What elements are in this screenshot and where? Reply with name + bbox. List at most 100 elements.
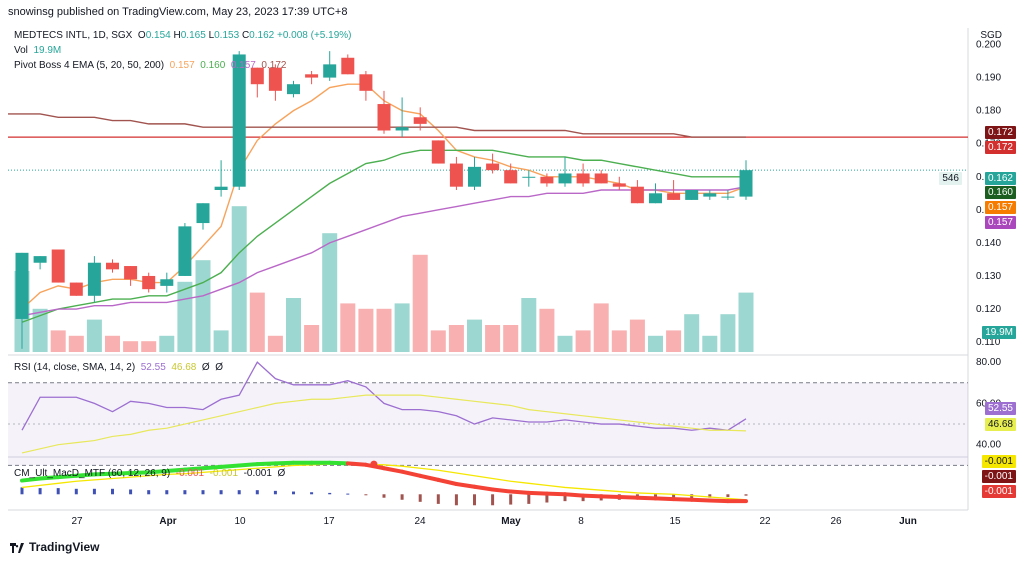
price-axis-tick: 0.190 xyxy=(976,73,1001,84)
change-value: +0.008 (+5.19%) xyxy=(276,30,352,41)
time-axis-tick: Jun xyxy=(899,516,917,527)
macd-line-segment xyxy=(454,482,477,489)
macd-line-segment xyxy=(472,484,495,492)
candle-body xyxy=(431,140,445,164)
symbol-name[interactable]: MEDTECS INTL, 1D, SGX xyxy=(14,30,133,41)
volume-bar xyxy=(177,281,193,352)
macd-tag-line: -0.001 xyxy=(981,485,1016,498)
macd-line-segment xyxy=(400,469,423,478)
rsi-label[interactable]: RSI (14, close, SMA, 14, 2) xyxy=(14,362,136,373)
high-value: 0.165 xyxy=(180,30,206,41)
price-axis-tick: 0.180 xyxy=(976,106,1001,117)
ema-label[interactable]: Pivot Boss 4 EMA (5, 20, 50, 200) xyxy=(14,60,165,71)
macd-legend: CM_Ult_MacD_MTF (60, 12, 26, 9) -0.001 -… xyxy=(14,468,285,479)
candle-body xyxy=(15,252,29,319)
candle-body xyxy=(33,256,47,263)
price-axis-tick: 0.130 xyxy=(976,271,1001,282)
volume-bar xyxy=(684,314,700,352)
macd-line-segment xyxy=(110,471,133,476)
volume-bar xyxy=(123,341,139,352)
macd-histogram-bar xyxy=(255,490,259,495)
macd-line-segment xyxy=(544,491,567,497)
macd-line-segment xyxy=(327,460,350,466)
macd-line-segment xyxy=(201,464,224,471)
macd-histogram-bar xyxy=(165,490,169,495)
candle-body xyxy=(341,57,355,75)
macd-histogram-bar xyxy=(92,488,96,495)
macd-line-segment xyxy=(219,463,242,469)
rsi-axis-tick: 80.00 xyxy=(976,357,1001,368)
macd-histogram-bar xyxy=(346,493,350,495)
volume-bar xyxy=(32,308,48,352)
macd-line-segment xyxy=(146,468,169,475)
macd-line-segment xyxy=(490,487,513,494)
macd-label[interactable]: CM_Ult_MacD_MTF (60, 12, 26, 9) xyxy=(14,468,171,479)
macd-tag-histogram: -0.001 xyxy=(981,470,1016,483)
macd-line-segment xyxy=(92,471,115,477)
volume-bar xyxy=(702,335,718,352)
macd-line-segment xyxy=(128,470,151,476)
macd-histogram-bar xyxy=(129,489,133,495)
candle-body xyxy=(51,249,65,283)
candle-body xyxy=(287,84,300,95)
rsi-sma-value: 46.68 xyxy=(171,362,197,373)
macd-line-segment xyxy=(255,461,278,467)
tradingview-logo[interactable]: TradingView xyxy=(10,540,99,554)
macd-histogram-bar xyxy=(20,487,24,495)
macd-empty: Ø xyxy=(277,468,286,479)
macd-line-segment xyxy=(182,466,205,472)
candle-body xyxy=(232,54,246,187)
volume-bar xyxy=(322,233,338,352)
rsi-legend: RSI (14, close, SMA, 14, 2) 52.55 46.68 … xyxy=(14,362,223,373)
volume-bar xyxy=(231,206,247,352)
time-axis-tick: 15 xyxy=(669,516,681,527)
volume-bar xyxy=(195,260,211,352)
open-value: 0.154 xyxy=(145,30,171,41)
volume-label[interactable]: Vol xyxy=(14,45,28,56)
macd-histogram-bar xyxy=(382,494,386,498)
time-axis-tick: 10 xyxy=(234,516,246,527)
volume-bar xyxy=(267,335,283,352)
volume-bar xyxy=(485,325,501,352)
publish-credit: snowinsg published on TradingView.com, M… xyxy=(8,6,348,18)
macd-value-2: -0.001 xyxy=(209,468,239,479)
macd-tag-signal: -0.001 xyxy=(981,455,1016,468)
volume-bar xyxy=(394,303,410,352)
macd-line-segment xyxy=(581,493,604,499)
macd-line-segment xyxy=(56,473,79,480)
macd-line-segment xyxy=(671,497,694,502)
candle-body xyxy=(504,170,518,184)
ema200-value: 0.172 xyxy=(261,60,287,71)
volume-bar xyxy=(648,335,663,352)
macd-histogram-bar xyxy=(219,490,223,495)
macd-histogram-bar xyxy=(56,488,60,495)
ema20-price-tag: 0.160 xyxy=(984,186,1016,199)
volume-bar xyxy=(68,335,84,352)
time-axis-tick: 8 xyxy=(578,516,584,527)
candle-body xyxy=(124,266,138,280)
candle-body xyxy=(214,186,228,190)
candle-body xyxy=(649,193,662,204)
macd-histogram-bar xyxy=(473,494,476,506)
ema50-price-tag: 0.157 xyxy=(984,216,1016,229)
macd-line-segment xyxy=(20,476,43,483)
macd-line-segment xyxy=(508,489,531,495)
macd-histogram-bar xyxy=(418,494,422,502)
macd-histogram-bar xyxy=(201,490,205,495)
candle-body xyxy=(268,67,282,91)
high-label: H xyxy=(173,30,181,41)
macd-histogram-bar xyxy=(74,488,78,495)
ema5-price-tag: 0.157 xyxy=(984,201,1016,214)
time-axis-tick: 24 xyxy=(414,516,426,527)
macd-line-segment xyxy=(273,460,296,466)
volume-bar xyxy=(720,314,736,352)
candle-body xyxy=(739,170,753,197)
candle-body xyxy=(612,183,626,187)
candle-body xyxy=(540,176,554,184)
open-label: O xyxy=(137,30,146,41)
close-price-tag: 0.162 xyxy=(984,172,1016,185)
ema200-price-tag: 0.172 xyxy=(984,126,1016,139)
candle-body xyxy=(106,262,119,270)
volume-bar xyxy=(666,330,682,352)
